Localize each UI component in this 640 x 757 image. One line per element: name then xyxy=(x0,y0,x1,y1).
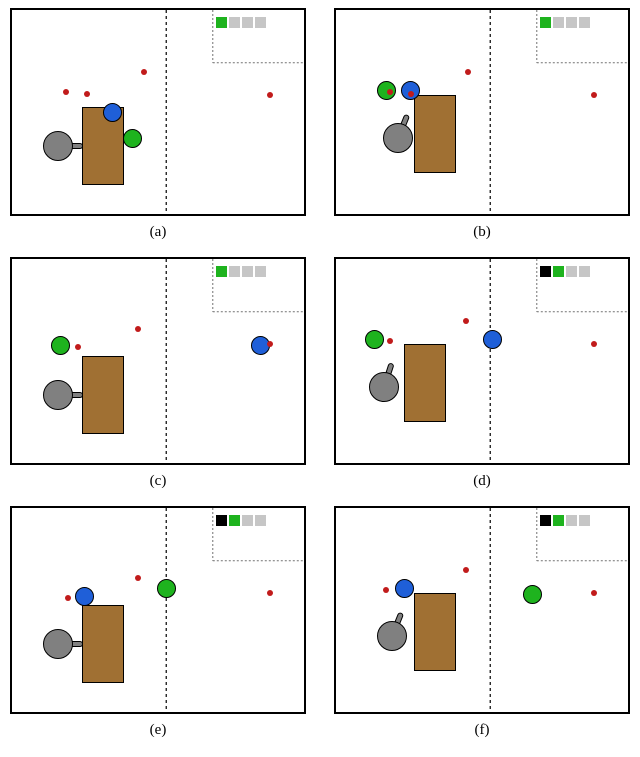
goal-dot xyxy=(591,590,597,596)
robot-body xyxy=(43,380,73,410)
panel-caption: (d) xyxy=(473,473,491,490)
status-square xyxy=(566,266,577,277)
status-square xyxy=(229,17,240,28)
goal-dot xyxy=(141,69,147,75)
status-square xyxy=(579,515,590,526)
goal-dot xyxy=(591,92,597,98)
ball xyxy=(75,587,94,606)
goal-dot xyxy=(65,595,71,601)
status-square xyxy=(229,515,240,526)
status-square xyxy=(553,266,564,277)
table xyxy=(404,344,446,422)
panel-b xyxy=(334,8,630,216)
panel-lines xyxy=(12,10,303,213)
goal-dot xyxy=(267,341,273,347)
panel-lines xyxy=(12,508,303,711)
table xyxy=(414,95,456,173)
goal-dot xyxy=(135,575,141,581)
panel-lines xyxy=(336,259,627,462)
goal-dot xyxy=(135,326,141,332)
status-square xyxy=(255,266,266,277)
goal-dot xyxy=(267,590,273,596)
panel-d xyxy=(334,257,630,465)
ball xyxy=(523,585,542,604)
figure-cell: (e) xyxy=(8,506,308,749)
status-square xyxy=(255,515,266,526)
table xyxy=(82,605,124,683)
panel-lines xyxy=(336,10,627,213)
panel-e xyxy=(10,506,306,714)
status-square xyxy=(579,17,590,28)
status-square xyxy=(242,17,253,28)
ball xyxy=(483,330,502,349)
status-square xyxy=(566,515,577,526)
panel-caption: (c) xyxy=(150,473,167,490)
goal-dot xyxy=(84,91,90,97)
panel-lines xyxy=(12,259,303,462)
ball xyxy=(51,336,70,355)
robot-body xyxy=(369,372,399,402)
panel-f xyxy=(334,506,630,714)
goal-dot xyxy=(63,89,69,95)
robot-body xyxy=(383,123,413,153)
goal-dot xyxy=(387,89,393,95)
status-square xyxy=(540,266,551,277)
goal-dot xyxy=(591,341,597,347)
panel-caption: (b) xyxy=(473,224,491,241)
panel-caption: (e) xyxy=(150,722,167,739)
goal-dot xyxy=(75,344,81,350)
goal-dot xyxy=(465,69,471,75)
status-square xyxy=(540,515,551,526)
goal-dot xyxy=(463,318,469,324)
figure-cell: (b) xyxy=(332,8,632,251)
panel-a xyxy=(10,8,306,216)
goal-dot xyxy=(463,567,469,573)
panel-c xyxy=(10,257,306,465)
robot-body xyxy=(43,629,73,659)
ball xyxy=(365,330,384,349)
figure-cell: (a) xyxy=(8,8,308,251)
ball xyxy=(157,579,176,598)
status-square xyxy=(553,515,564,526)
goal-dot xyxy=(387,338,393,344)
panel-lines xyxy=(336,508,627,711)
ball xyxy=(123,129,142,148)
ball xyxy=(395,579,414,598)
status-square xyxy=(216,17,227,28)
status-square xyxy=(579,266,590,277)
table xyxy=(82,356,124,434)
panel-caption: (a) xyxy=(150,224,167,241)
figure-cell: (f) xyxy=(332,506,632,749)
goal-dot xyxy=(383,587,389,593)
table xyxy=(414,593,456,671)
status-square xyxy=(255,17,266,28)
figure-cell: (c) xyxy=(8,257,308,500)
status-square xyxy=(242,266,253,277)
status-square xyxy=(216,266,227,277)
panel-caption: (f) xyxy=(475,722,490,739)
status-square xyxy=(242,515,253,526)
status-square xyxy=(229,266,240,277)
goal-dot xyxy=(267,92,273,98)
robot-body xyxy=(43,131,73,161)
status-square xyxy=(553,17,564,28)
status-square xyxy=(216,515,227,526)
figure-cell: (d) xyxy=(332,257,632,500)
status-square xyxy=(566,17,577,28)
figure-grid: (a) (b) (c) (d) (e) (f) xyxy=(8,8,632,749)
goal-dot xyxy=(408,91,414,97)
ball xyxy=(103,103,122,122)
status-square xyxy=(540,17,551,28)
robot-body xyxy=(377,621,407,651)
